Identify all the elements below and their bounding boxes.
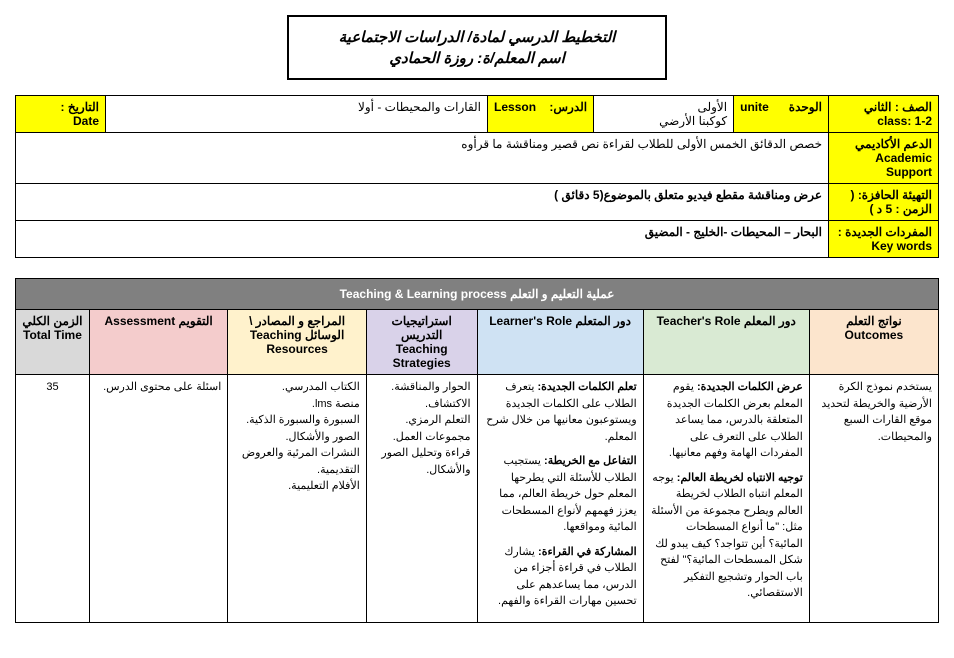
lesson-value: القارات والمحيطات - أولا bbox=[106, 96, 488, 133]
col-header-assessment: التقويم Assessment bbox=[89, 310, 227, 375]
grade-cell: الصف : الثاني class: 1-2 bbox=[829, 96, 939, 133]
outcomes-cell: يستخدم نموذج الكرة الأرضية والخريطة لتحد… bbox=[809, 375, 938, 623]
unit-value: الأولى كوكبنا الأرضي bbox=[594, 96, 734, 133]
col-header-learner: دور المتعلم Learner's Role bbox=[477, 310, 643, 375]
strategies-cell: الحوار والمناقشة. الاكتشاف. التعلم الرمز… bbox=[366, 375, 477, 623]
title-subject: التخطيط الدرسي لمادة/ الدراسات الاجتماعي… bbox=[304, 28, 650, 46]
class-label: class: 1-2 bbox=[835, 114, 932, 128]
assessment-cell: اسئلة على محتوى الدرس. bbox=[89, 375, 227, 623]
lesson-label-cell: الدرس: Lesson bbox=[488, 96, 594, 133]
title-teacher: اسم المعلم/ة: روزة الحمادي bbox=[304, 49, 650, 67]
process-header: عملية التعليم و التعلم Teaching & Learni… bbox=[16, 279, 939, 310]
learner-cell: تعلم الكلمات الجديدة: يتعرف الطلاب على ا… bbox=[477, 375, 643, 623]
resources-cell: الكتاب المدرسي. منصة lms. السبورة والسبو… bbox=[228, 375, 366, 623]
warmup-label: التهيئة الحافزة: ( الزمن : 5 د ) bbox=[829, 184, 939, 221]
col-header-resources: المراجع و المصادر \ الوسائل Teaching Res… bbox=[228, 310, 366, 375]
unit-label-cell: الوحدة unite bbox=[734, 96, 829, 133]
support-value: خصص الدقائق الخمس الأولى للطلاب لقراءة ن… bbox=[16, 133, 829, 184]
date-cell: التاريخ : Date bbox=[16, 96, 106, 133]
process-table: عملية التعليم و التعلم Teaching & Learni… bbox=[15, 278, 939, 623]
warmup-value: عرض ومناقشة مقطع فيديو متعلق بالموضوع(5 … bbox=[16, 184, 829, 221]
support-label-cell: الدعم الأكاديمي Academic Support bbox=[829, 133, 939, 184]
lesson-plan-title-box: التخطيط الدرسي لمادة/ الدراسات الاجتماعي… bbox=[287, 15, 667, 80]
col-header-time: الزمن الكلي Total Time bbox=[16, 310, 90, 375]
keywords-value: البحار – المحيطات -الخليج - المضيق bbox=[16, 221, 829, 258]
grade-label: الصف : الثاني bbox=[835, 100, 932, 114]
keywords-label: المفردات الجديدة : Key words bbox=[829, 221, 939, 258]
col-header-strategies: استراتيجيات التدريس Teaching Strategies bbox=[366, 310, 477, 375]
col-header-teacher: دور المعلم Teacher's Role bbox=[643, 310, 809, 375]
teacher-cell: عرض الكلمات الجديدة: يقوم المعلم بعرض ال… bbox=[643, 375, 809, 623]
time-cell: 35 bbox=[16, 375, 90, 623]
col-header-outcomes: نواتج التعلم Outcomes bbox=[809, 310, 938, 375]
info-table: الصف : الثاني class: 1-2 الوحدة unite ال… bbox=[15, 95, 939, 258]
